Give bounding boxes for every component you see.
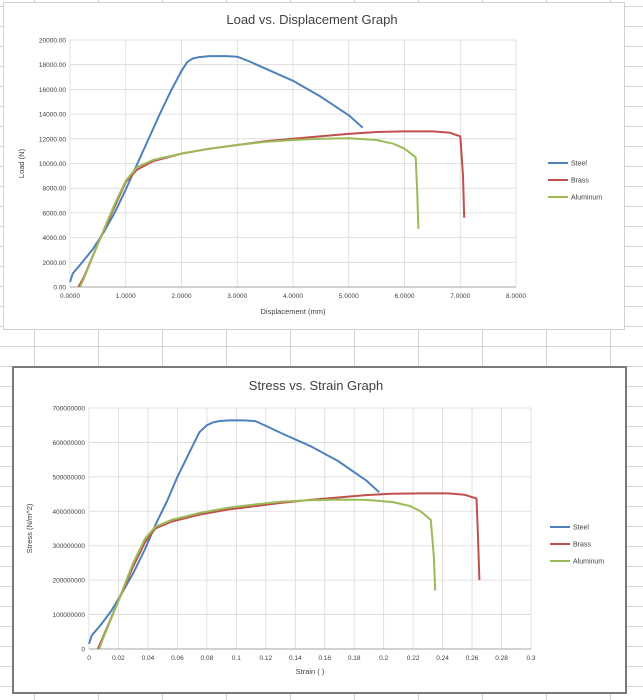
chart-title: Stress vs. Strain Graph <box>249 378 383 393</box>
x-tick-label: 6.0000 <box>395 293 415 300</box>
series-line-brass <box>77 130 466 288</box>
x-tick-label: 0.12 <box>259 655 272 662</box>
x-tick-label: 0.06 <box>171 655 184 662</box>
x-tick-label: 0.02 <box>112 655 125 662</box>
series-line-aluminum <box>98 498 437 650</box>
y-tick-label: 6000.00 <box>43 210 67 217</box>
y-tick-label: 20000.00 <box>39 38 66 45</box>
y-tick-label: 4000.00 <box>43 235 67 242</box>
y-tick-label: 10000.00 <box>39 161 66 168</box>
y-tick-label: 14000.00 <box>39 112 66 119</box>
load-displacement-plot: Load vs. Displacement Graph 0.0000 1.0000 2… <box>17 12 602 316</box>
y-tick-label: 600000000 <box>52 440 85 447</box>
series-line-steel <box>88 419 380 645</box>
x-tick-label: 0.0000 <box>60 293 80 300</box>
x-tick-label: 5.0000 <box>339 293 359 300</box>
x-tick-label: 0.28 <box>495 655 508 662</box>
x-tick-label: 0.18 <box>348 655 361 662</box>
legend-label-aluminum: Aluminum <box>573 559 604 566</box>
x-tick-label: 0.2 <box>379 655 388 662</box>
x-tick-label: 2.0000 <box>172 293 192 300</box>
x-tick-label: 4.0000 <box>283 293 303 300</box>
y-tick-label: 12000.00 <box>39 136 66 143</box>
x-tick-label: 1.0000 <box>116 293 136 300</box>
y-axis-label: Stress (N/m^2) <box>25 503 34 553</box>
y-tick-label: 100000000 <box>52 612 85 619</box>
x-tick-label: 0 <box>87 655 91 662</box>
x-tick-label: 0.14 <box>289 655 302 662</box>
y-tick-label: 700000000 <box>52 406 85 413</box>
x-tick-label: 0.3 <box>526 655 535 662</box>
legend-label-brass: Brass <box>573 542 591 549</box>
y-axis-label: Load (N) <box>17 148 26 178</box>
x-tick-label: 0.08 <box>201 655 214 662</box>
series-line-brass <box>96 492 481 650</box>
stress-strain-chart: Stress vs. Strain Graph 0 0.02 0.04 0.06 0.08… <box>12 366 627 694</box>
load-displacement-chart: Load vs. Displacement Graph 0.0000 1.0000 2… <box>3 2 625 330</box>
legend-label-brass: Brass <box>571 178 589 185</box>
chart-title: Load vs. Displacement Graph <box>226 12 397 27</box>
legend-label-steel: Steel <box>573 525 589 532</box>
x-tick-label: 0.26 <box>466 655 479 662</box>
legend-label-aluminum: Aluminum <box>571 195 602 202</box>
x-tick-label: 0.16 <box>318 655 331 662</box>
legend-label-steel: Steel <box>571 161 587 168</box>
y-tick-label: 18000.00 <box>39 62 66 69</box>
y-tick-label: 16000.00 <box>39 87 66 94</box>
y-tick-label: 0.00 <box>53 285 66 292</box>
y-tick-label: 8000.00 <box>43 186 67 193</box>
y-tick-label: 500000000 <box>52 474 85 481</box>
series-line-steel <box>69 55 364 283</box>
x-axis-label: Displacement (mm) <box>260 307 326 316</box>
y-tick-label: 200000000 <box>52 578 85 585</box>
y-tick-label: 300000000 <box>52 543 85 550</box>
x-tick-label: 0.04 <box>142 655 155 662</box>
y-tick-label: 400000000 <box>52 509 85 516</box>
series-line-aluminum <box>79 137 420 288</box>
x-tick-label: 3.0000 <box>227 293 247 300</box>
y-tick-label: 2000.00 <box>43 260 67 267</box>
stress-strain-plot: Stress vs. Strain Graph 0 0.02 0.04 0.06 0.08… <box>25 378 604 676</box>
x-tick-label: 0.1 <box>232 655 241 662</box>
x-tick-label: 0.22 <box>407 655 420 662</box>
y-tick-label: 0 <box>81 647 85 654</box>
x-tick-label: 7.0000 <box>450 293 470 300</box>
x-tick-label: 8.0000 <box>506 293 526 300</box>
x-tick-label: 0.24 <box>436 655 449 662</box>
x-axis-label: Strain ( ) <box>296 667 325 676</box>
